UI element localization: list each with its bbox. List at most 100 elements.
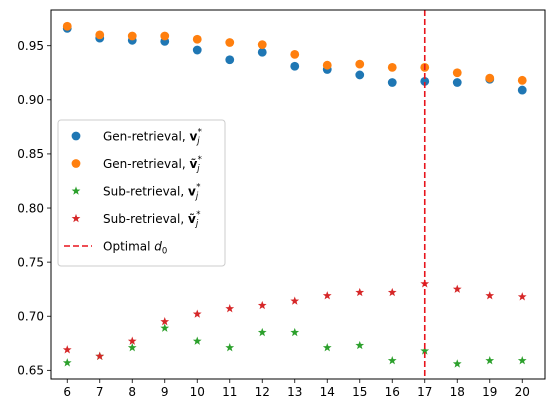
data-point-star [127,336,137,345]
legend-label-symbol: d [154,240,162,254]
data-point-star [355,287,365,297]
legend-label-subscript: j [195,192,199,202]
data-point [62,21,72,31]
legend-label: Gen-retrieval, vj* [103,128,202,147]
legend-box [57,119,226,267]
legend-label-symbol: v [189,130,197,144]
data-point [127,31,137,41]
data-point-star [452,359,462,368]
legend-label: Sub-retrieval, ṽj* [103,210,200,229]
data-point-star [160,323,170,332]
y-tick-label: 0.90 [17,93,44,107]
x-tick-label: 15 [352,385,367,399]
legend-marker [71,159,81,168]
legend-label-prefix: Sub-retrieval, [103,212,188,226]
data-point [225,55,235,65]
data-point [355,59,365,69]
legend-label-superscript: * [196,183,200,193]
data-point [257,40,267,50]
legend-label-subscript: 0 [162,247,167,257]
x-tick-label: 10 [190,385,205,399]
data-point-star [257,300,267,310]
data-point-star [225,343,235,352]
data-point-star [62,358,72,367]
x-tick-label: 17 [417,385,432,399]
legend: Gen-retrieval, vj*Gen-retrieval, ṽj*Sub-… [57,119,226,267]
x-tick-label: 20 [515,385,530,399]
data-point-star [62,345,72,354]
x-tick-label: 12 [255,385,270,399]
data-point [192,34,202,44]
data-point [192,45,202,55]
legend-label-prefix: Gen-retrieval, [103,157,189,171]
data-point-star [485,356,495,365]
data-point [452,68,462,78]
legend-marker [71,213,81,223]
x-tick-label: 18 [450,385,465,399]
x-tick-label: 19 [482,385,497,399]
legend-label-subscript: j [196,137,200,147]
y-tick-label: 0.70 [17,310,44,324]
legend-label-symbol: ṽ [188,212,196,226]
data-point-star [322,291,332,300]
y-axis: 0.65 0.70 0.75 0.80 0.85 0.90 0.95 [17,39,51,378]
data-point [95,30,105,40]
data-point-star [257,327,267,337]
legend-label-prefix: Optimal [103,240,154,254]
y-tick-label: 0.65 [17,364,44,378]
data-point-star [322,343,332,352]
data-point-star [127,343,137,352]
legend-label-subscript: j [195,219,199,229]
data-point [420,77,430,86]
legend-label-superscript: * [196,210,200,220]
x-tick-label: 7 [96,385,104,399]
data-point [517,75,527,85]
x-tick-label: 16 [385,385,400,399]
x-tick-label: 9 [161,385,169,399]
data-point-star [160,317,170,326]
data-point-star [387,356,397,365]
data-point [225,38,235,47]
data-point-star [420,346,430,355]
legend-label: Gen-retrieval, ṽj* [103,155,202,174]
data-point [387,62,397,72]
data-point [160,31,170,41]
legend-marker [71,131,81,141]
x-axis: 6 7 8 9 10 11 12 13 14 15 16 17 18 19 20 [63,379,530,399]
y-tick-label: 0.95 [17,39,44,53]
data-point-star [387,287,397,297]
data-point-star [290,327,300,337]
data-point [322,60,332,70]
x-tick-label: 14 [320,385,335,399]
data-point-star [517,356,527,365]
legend-label: Optimal d0 [103,240,167,257]
data-point [387,78,397,87]
legend-label-symbol: v [188,185,196,199]
legend-label-prefix: Sub-retrieval, [103,185,188,199]
data-point-star [517,292,527,301]
legend-label: Sub-retrieval, vj* [103,183,200,202]
data-point [452,78,462,87]
data-point-star [225,304,235,313]
data-point-star [290,296,300,305]
series-2 [62,21,527,85]
legend-label-subscript: j [196,164,200,174]
x-tick-label: 8 [128,385,136,399]
data-point-star [452,284,462,293]
data-point [485,73,495,83]
plot-frame [50,9,546,380]
data-point-star [485,291,495,300]
data-point [355,70,365,80]
data-point [257,47,267,57]
x-tick-label: 11 [222,385,237,399]
legend-marker [71,186,81,195]
y-tick-label: 0.75 [17,255,44,269]
legend-label-prefix: Gen-retrieval, [103,130,189,144]
legend-label-superscript: * [198,155,202,165]
data-point-star [355,340,365,350]
data-point-star [95,351,105,360]
data-point [517,85,527,95]
legend-label-superscript: * [198,128,202,138]
legend-label-symbol: ṽ [189,157,197,171]
